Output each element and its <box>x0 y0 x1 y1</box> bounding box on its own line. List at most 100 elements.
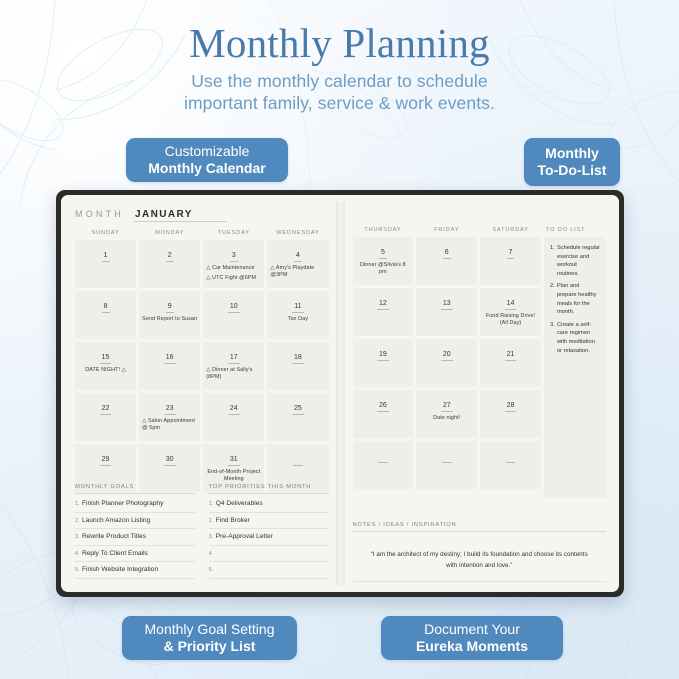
calendar-week-row: 12 13 14 Fund Raising Drive! (All Day) <box>352 288 541 336</box>
calendar-day-empty[interactable] <box>480 441 541 489</box>
day-number: 23 <box>163 405 176 415</box>
notes-rule[interactable] <box>352 571 606 582</box>
top-priority-item-text <box>216 565 329 576</box>
month-value-field[interactable]: JANUARY <box>133 209 227 222</box>
top-priority-item[interactable]: 2. Find Broker <box>208 516 329 530</box>
calendar-day-25[interactable]: 25 <box>267 393 329 441</box>
day-number: 9 <box>165 303 174 313</box>
day-number: 25 <box>292 405 304 415</box>
top-priority-item[interactable]: 4. <box>208 549 329 563</box>
calendar-entry[interactable]: Dinner @Silvia's 8 pm <box>360 262 406 276</box>
monthly-goal-item-text: Finish Website Integration <box>82 566 159 574</box>
calendar-day-8[interactable]: 8 <box>75 291 137 339</box>
to-do-item[interactable]: 2. Plan and prepare healthy meals for the… <box>550 282 600 316</box>
day-header-monday: MONDAY <box>155 230 185 236</box>
book-spine <box>335 201 345 586</box>
calendar-day-11[interactable]: 11 Tax Day <box>267 291 329 339</box>
monthly-goal-item[interactable]: 3. Rewrite Product Titles <box>75 532 195 546</box>
calendar-entry[interactable]: △ Amy's Playdate @3PM <box>270 265 315 279</box>
calendar-day-7[interactable]: 7 <box>480 237 541 285</box>
calendar-day-12[interactable]: 12 <box>352 288 414 336</box>
calendar-day-20[interactable]: 20 <box>416 339 478 387</box>
calendar-day-23[interactable]: 23 △ Salon Appointment @ 5pm <box>139 393 201 441</box>
calendar-week-row: 22 23 △ Salon Appointment @ 5pm 24 25 <box>75 393 329 441</box>
badge-line-2: To-Do-List <box>537 162 607 178</box>
day-number: 12 <box>377 300 389 310</box>
calendar-day-empty[interactable] <box>267 444 329 492</box>
monthly-goal-item[interactable]: 1. Finish Planner Photography <box>75 499 195 513</box>
top-priority-item[interactable]: 1. Q4 Deliverables <box>208 499 329 513</box>
calendar-day-empty[interactable] <box>416 441 478 489</box>
top-priority-item[interactable]: 5. <box>208 565 329 579</box>
calendar-day-27[interactable]: 27 Date night! <box>416 390 478 438</box>
to-do-item-number: 2. <box>549 283 555 290</box>
calendar-day-19[interactable]: 19 <box>352 339 414 387</box>
calendar-grid-right: 5 Dinner @Silvia's 8 pm 6 7 12 13 14 Fund Raisi… <box>352 237 541 489</box>
calendar-entry[interactable]: Send Report to Susan <box>142 316 198 322</box>
day-number: 4 <box>293 252 302 262</box>
calendar-day-10[interactable]: 10 <box>203 291 265 339</box>
calendar-day-empty[interactable] <box>352 441 414 489</box>
calendar-day-17[interactable]: 17 △ Dinner at Sally's (8PM) <box>203 342 265 390</box>
day-number-blank <box>293 456 303 466</box>
monthly-goal-item[interactable]: 4. Reply To Client Emails <box>75 549 195 563</box>
day-number: 17 <box>227 354 240 364</box>
month-header: MONTH JANUARY <box>75 209 329 222</box>
to-do-list-header: TO DO LIST <box>545 227 586 233</box>
day-number: 22 <box>99 405 112 415</box>
calendar-day-30[interactable]: 30 <box>139 444 201 492</box>
day-of-week-header-left: SUNDAY MONDAY TUESDAY WEDNESDAY <box>75 230 329 237</box>
calendar-day-13[interactable]: 13 <box>416 288 478 336</box>
day-number: 24 <box>227 405 240 415</box>
monthly-goal-item[interactable]: 5. Finish Website Integration <box>75 565 195 579</box>
calendar-day-22[interactable]: 22 <box>75 393 137 441</box>
calendar-entry[interactable]: Tax Day <box>287 316 309 322</box>
calendar-day-29[interactable]: 29 <box>75 444 137 492</box>
calendar-day-26[interactable]: 26 <box>352 390 414 438</box>
to-do-item-text: Schedule regular exercise and workout ro… <box>556 245 600 277</box>
monthly-goal-item-number: 4. <box>75 550 80 557</box>
day-number: 8 <box>101 303 110 313</box>
calendar-entry[interactable]: △ Car Maintenance <box>206 265 255 271</box>
calendar-day-4[interactable]: 4 △ Amy's Playdate @3PM <box>267 240 329 288</box>
calendar-entry[interactable]: End-of-Month Project Meeting <box>207 469 261 483</box>
calendar-day-5[interactable]: 5 Dinner @Silvia's 8 pm <box>352 237 414 285</box>
monthly-goal-item[interactable]: 2. Launch Amazon Listing <box>75 516 195 530</box>
to-do-item-number: 3. <box>549 321 555 328</box>
calendar-day-31[interactable]: 31 End-of-Month Project Meeting <box>203 444 265 492</box>
calendar-day-18[interactable]: 18 <box>267 342 329 390</box>
day-number: 28 <box>504 402 517 412</box>
calendar-day-28[interactable]: 28 <box>480 390 541 438</box>
day-header-friday: FRIDAY <box>434 227 460 233</box>
to-do-item[interactable]: 3. Create a self-care regimen with medita… <box>550 321 600 355</box>
calendar-entry[interactable]: △ Salon Appointment @ 5pm <box>142 418 195 432</box>
calendar-entry[interactable]: Fund Raising Drive! (All Day) <box>485 313 536 327</box>
day-number: 5 <box>378 249 387 259</box>
calendar-day-14[interactable]: 14 Fund Raising Drive! (All Day) <box>480 288 541 336</box>
calendar-day-3[interactable]: 3 △ Car Maintenance △ UTC Fight @6PM <box>203 240 265 288</box>
to-do-item-number: 1. <box>549 245 555 251</box>
badge-line-2: Monthly Calendar <box>148 160 266 176</box>
calendar-grid-left: 1 2 3 △ Car Maintenance △ UTC Fight @6PM 4 △ A… <box>75 240 329 492</box>
day-number: 13 <box>440 300 453 310</box>
calendar-entry[interactable]: Date night! <box>433 415 461 421</box>
calendar-day-2[interactable]: 2 <box>139 240 201 288</box>
calendar-entry[interactable]: DATE NIGHT! △ <box>85 367 126 373</box>
to-do-list-column[interactable]: 1. Schedule regular exercise and workout … <box>543 237 606 498</box>
calendar-day-1[interactable]: 1 <box>75 240 137 288</box>
calendar-day-9[interactable]: 9 Send Report to Susan <box>139 291 201 339</box>
day-number: 27 <box>440 402 453 412</box>
to-do-item[interactable]: 1. Schedule regular exercise and workout … <box>550 244 600 278</box>
calendar-day-21[interactable]: 21 <box>480 339 541 387</box>
calendar-entry[interactable]: △ UTC Fight @6PM <box>206 275 257 282</box>
calendar-day-16[interactable]: 16 <box>139 342 201 390</box>
day-number: 31 <box>227 456 240 466</box>
calendar-entry[interactable]: △ Dinner at Sally's (8PM) <box>206 367 253 381</box>
top-priority-item[interactable]: 3. Pre-Approval Letter <box>208 532 329 546</box>
top-priorities-title: TOP PRIORITIES THIS MONTH <box>208 484 329 495</box>
calendar-day-15[interactable]: 15 DATE NIGHT! △ <box>75 342 137 390</box>
calendar-day-24[interactable]: 24 <box>203 393 265 441</box>
monthly-goals-list: 1. Finish Planner Photography 2. Launch Ama… <box>75 499 195 579</box>
calendar-day-6[interactable]: 6 <box>416 237 478 285</box>
badge-line-1: Customizable <box>164 143 250 159</box>
